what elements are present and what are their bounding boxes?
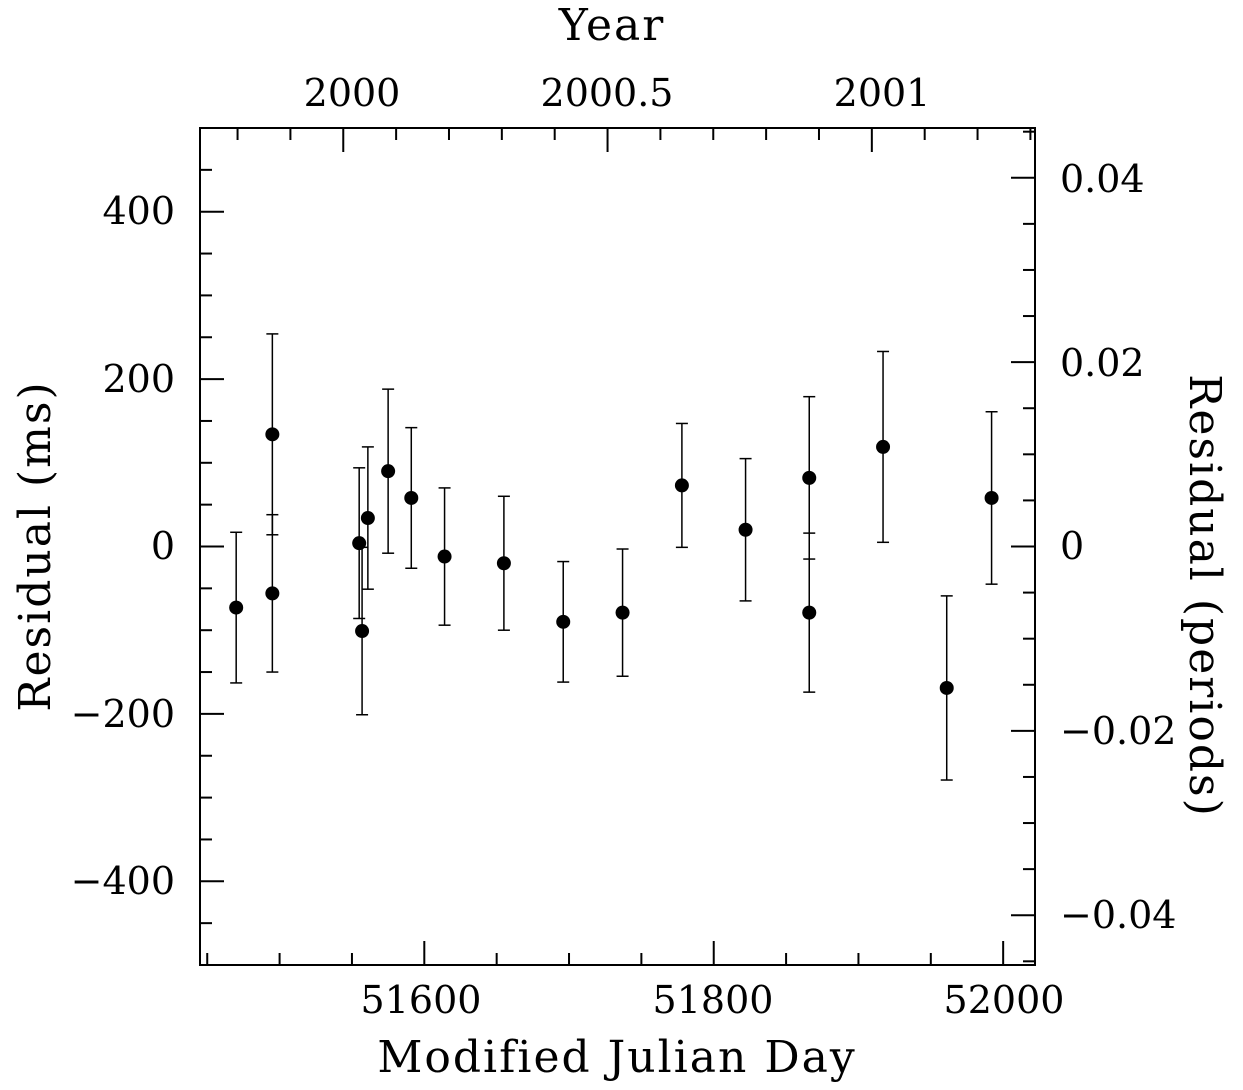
data-point xyxy=(876,439,891,454)
data-point xyxy=(939,680,954,695)
data-point xyxy=(355,624,370,639)
data-point xyxy=(404,490,419,505)
year-tick-label-2001: 2001 xyxy=(834,71,931,115)
data-point xyxy=(496,556,511,571)
year-tick-label-2000-5: 2000.5 xyxy=(541,71,674,115)
y-tick-label-minus-200: −200 xyxy=(71,692,175,736)
y2-tick-label-0-04: 0.04 xyxy=(1060,157,1145,201)
axis-ticks xyxy=(200,128,1035,965)
data-point xyxy=(352,536,367,551)
error-bars xyxy=(230,333,998,781)
x-tick-label-51600: 51600 xyxy=(361,978,482,1022)
data-point xyxy=(802,470,817,485)
x-tick-label-51800: 51800 xyxy=(653,978,774,1022)
right-axis-title: Residual (periods) xyxy=(1179,374,1230,818)
top-axis-title: Year xyxy=(558,0,666,51)
y2-tick-label-0: 0 xyxy=(1060,524,1084,568)
plot-frame xyxy=(199,127,1036,966)
y2-tick-label-minus-0-04: −0.04 xyxy=(1060,893,1176,937)
data-point xyxy=(381,464,396,479)
y2-tick-label-0-02: 0.02 xyxy=(1060,341,1145,385)
data-point xyxy=(738,522,753,537)
y2-tick-label-minus-0-02: −0.02 xyxy=(1060,709,1176,753)
data-point xyxy=(437,549,452,564)
data-point xyxy=(229,600,244,615)
y-axis-title: Residual (ms) xyxy=(10,380,61,711)
y-tick-label-minus-400: −400 xyxy=(71,859,175,903)
x-tick-label-52000: 52000 xyxy=(944,978,1065,1022)
x-axis-title: Modified Julian Day xyxy=(377,1032,856,1083)
data-point xyxy=(556,614,571,629)
data-point xyxy=(265,586,280,601)
data-point xyxy=(802,605,817,620)
data-point xyxy=(265,427,280,442)
data-point xyxy=(360,511,375,526)
y-tick-label-0: 0 xyxy=(151,524,175,568)
data-points xyxy=(229,427,999,695)
y-tick-label-400: 400 xyxy=(102,189,175,233)
y-tick-label-200: 200 xyxy=(102,357,175,401)
year-tick-label-2000: 2000 xyxy=(304,71,401,115)
data-point xyxy=(674,478,689,493)
data-point xyxy=(984,490,999,505)
data-point xyxy=(615,605,630,620)
